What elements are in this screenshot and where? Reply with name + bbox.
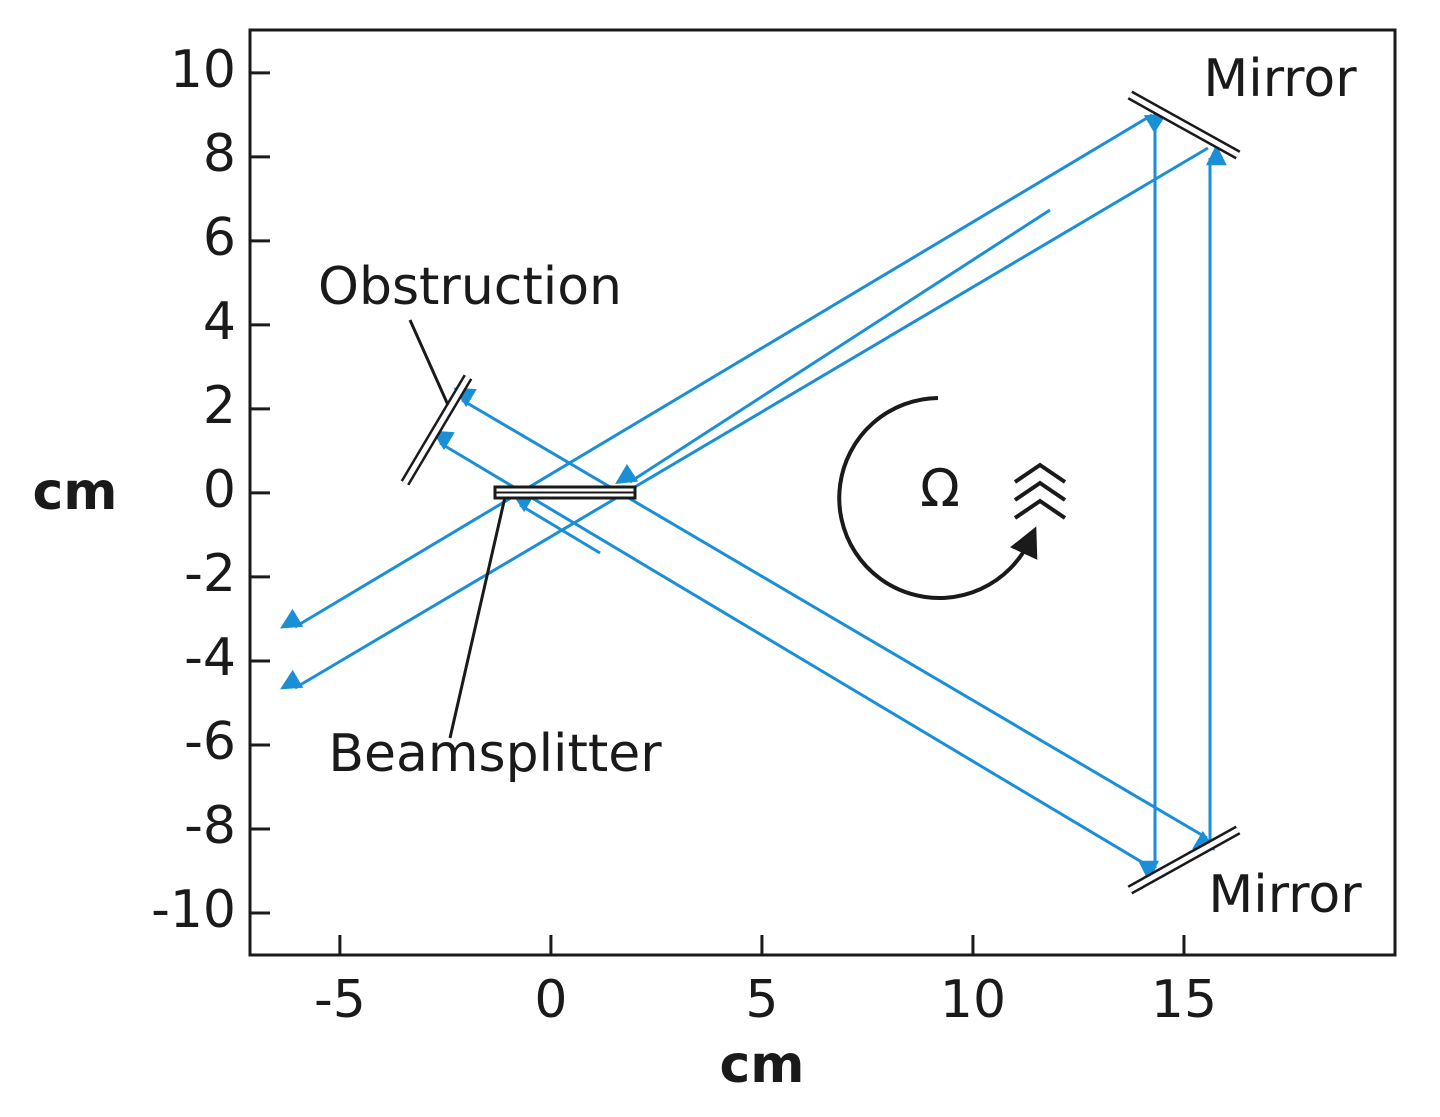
x-tick-label: 10 [940,970,1006,1030]
mirror-bottom [1127,825,1241,895]
x-axis-label: cm [719,1035,804,1095]
y-tick-label: -4 [184,628,236,688]
obstruction-plate [400,374,473,486]
rays [280,113,1227,882]
y-tick-label: -2 [184,544,236,604]
y-tick-label: -8 [184,796,236,856]
label-mirror-top: Mirror [1203,49,1357,109]
rotation-arrow [837,396,1038,600]
x-tick-label: 15 [1151,970,1217,1030]
label-beamsplitter: Beamsplitter [328,724,662,784]
y-tick-label: 2 [203,376,236,436]
leader-line [448,496,507,739]
y-tick-label: -10 [151,880,236,940]
y-tick-label: 0 [203,460,236,520]
x-tick-label: -5 [314,970,366,1030]
y-tick-label: 10 [170,40,236,100]
y-axis-label: cm [32,462,117,522]
label-rotation: Ω [920,459,960,519]
y-tick-label: 4 [203,292,236,352]
label-obstruction: Obstruction [318,257,622,317]
label-mirror-bottom: Mirror [1208,865,1362,925]
y-tick-label: 6 [203,208,236,268]
leader-line [408,319,450,406]
x-tick-label: 5 [745,970,778,1030]
y-tick-label: 8 [203,124,236,184]
y-tick-label: -6 [184,712,236,772]
plot-frame [248,28,1397,957]
x-tick-label: 0 [534,970,567,1030]
mirror-top [1127,90,1241,160]
chevrons [1013,462,1067,520]
